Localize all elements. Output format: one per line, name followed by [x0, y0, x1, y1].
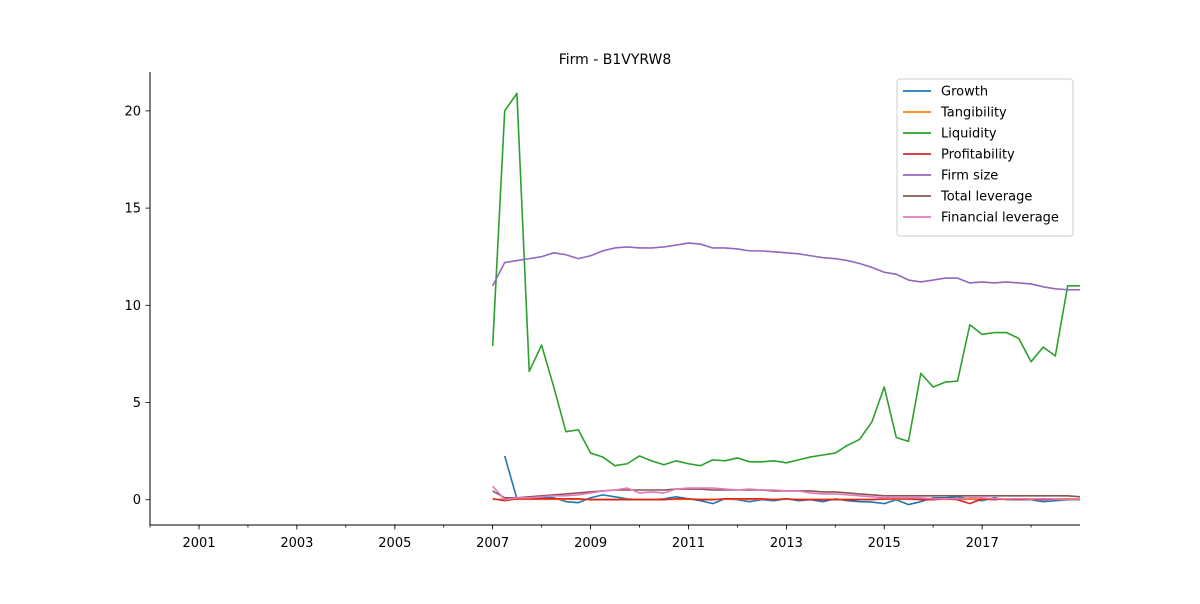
legend-label-2: Liquidity — [941, 127, 997, 142]
y-tick-label: 10 — [124, 299, 141, 314]
series-line-4 — [491, 242, 1080, 291]
x-tick-label: 2017 — [966, 536, 999, 551]
x-tick-label: 2001 — [182, 536, 215, 551]
x-tick-label: 2011 — [672, 536, 705, 551]
y-tick-label: 20 — [124, 104, 141, 119]
series-line-2 — [491, 92, 1080, 467]
x-axis-ticks: 2001 2003 2005 2007 2009 2011 2013 2015 2017 — [149, 525, 1032, 551]
legend-label-5: Total leverage — [940, 190, 1032, 205]
y-axis-ticks: 0 5 10 15 20 — [124, 104, 150, 508]
x-tick-label: 2005 — [378, 536, 411, 551]
legend: Growth Tangibility Liquidity Profitability F… — [896, 78, 1074, 237]
legend-label-0: Growth — [941, 85, 988, 100]
x-tick-label: 2003 — [280, 536, 313, 551]
series-line-3 — [492, 497, 1080, 505]
y-tick-label: 15 — [124, 202, 141, 217]
series-lines — [491, 92, 1080, 506]
legend-label-4: Firm size — [941, 169, 998, 184]
x-tick-label: 2013 — [770, 536, 803, 551]
legend-label-3: Profitability — [941, 148, 1015, 163]
legend-box — [896, 78, 1074, 237]
legend-label-1: Tangibility — [940, 106, 1007, 121]
y-tick-label: 5 — [133, 396, 141, 411]
series-line-6 — [492, 485, 1080, 501]
x-tick-label: 2007 — [476, 536, 509, 551]
series-line-0 — [503, 455, 1080, 506]
axes — [149, 72, 1080, 526]
y-tick-label: 0 — [133, 493, 141, 508]
x-tick-label: 2009 — [574, 536, 607, 551]
chart-title: Firm - B1VYRW8 — [559, 52, 672, 68]
x-tick-label: 2015 — [868, 536, 901, 551]
legend-label-6: Financial leverage — [941, 211, 1059, 226]
